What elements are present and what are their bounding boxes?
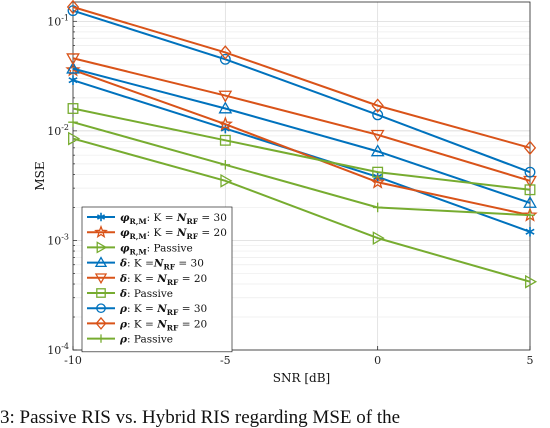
data-point-marker — [219, 45, 232, 60]
data-point-marker — [372, 202, 383, 213]
data-point-marker — [372, 231, 385, 245]
data-point-marker — [96, 334, 106, 343]
data-point-marker — [218, 101, 233, 114]
data-point-marker — [370, 144, 385, 157]
data-point-marker — [94, 256, 108, 268]
data-point-marker — [370, 129, 385, 142]
data-point-marker — [217, 116, 234, 131]
data-point-marker — [220, 160, 231, 170]
series-line — [72, 9, 531, 174]
legend-label: ρ: Passive — [119, 334, 173, 346]
legend-label: ρ: K = NRF = 30 — [119, 303, 207, 317]
data-point-marker — [219, 134, 231, 146]
data-point-marker — [525, 274, 538, 289]
y-tick-base: 10 — [47, 234, 61, 247]
legend-label: φR,M: K = NRF = 20 — [120, 227, 227, 241]
data-point-marker — [372, 166, 384, 178]
legend-label: φR,M: K = NRF = 30 — [120, 212, 227, 226]
data-point-marker — [524, 166, 536, 178]
y-tick-label: 10-1 — [47, 13, 69, 28]
y-tick-label: 10-2 — [47, 123, 69, 138]
data-point-marker — [219, 53, 231, 65]
legend-label: φR,M: Passive — [120, 242, 193, 256]
legend-box — [81, 206, 233, 353]
y-tick-exponent: -2 — [61, 123, 69, 132]
y-tick-label: 10-4 — [47, 342, 69, 357]
legend-label: δ: Passive — [119, 288, 173, 300]
mse-vs-snr-chart: -10 -5 0 510-410-310-210-1 SNR [dB] MSE φR,… — [33, 0, 538, 385]
y-tick-exponent: -3 — [61, 232, 69, 241]
data-point-marker — [372, 109, 384, 121]
series-line — [72, 67, 531, 204]
series-3 — [68, 131, 538, 289]
data-point-marker — [66, 53, 80, 66]
data-point-marker — [369, 174, 386, 189]
data-point-marker — [94, 224, 108, 239]
y-tick-label: 10-3 — [47, 232, 69, 247]
series-5 — [66, 53, 537, 188]
legend-entry: φR,M: K = NRF = 30 — [87, 212, 227, 226]
x-axis-label: SNR [dB] — [273, 371, 330, 385]
series-line — [72, 6, 531, 149]
series-line — [72, 137, 531, 283]
series-4 — [66, 61, 537, 208]
data-point-marker — [523, 140, 537, 156]
data-point-marker — [220, 173, 233, 188]
y-tick-base: 10 — [47, 344, 61, 357]
data-point-marker — [94, 273, 108, 285]
y-tick-base: 10 — [47, 15, 61, 28]
data-point-marker — [66, 0, 80, 15]
series-7 — [67, 5, 536, 178]
data-point-marker — [96, 288, 106, 298]
data-point-marker — [68, 131, 81, 146]
data-point-marker — [371, 98, 384, 113]
y-tick-exponent: -4 — [61, 342, 69, 351]
legend-label: δ: K = NRF = 20 — [119, 273, 207, 287]
data-point-marker — [524, 184, 536, 196]
x-tick-label: -5 — [220, 354, 231, 367]
legend-label: ρ: K = NRF = 20 — [119, 318, 207, 332]
legend-entry: δ: K =NRF = 30 — [87, 256, 204, 272]
data-point-marker — [96, 303, 106, 314]
data-point-marker — [95, 316, 107, 330]
data-point-marker — [525, 226, 535, 237]
data-point-marker — [68, 75, 78, 85]
series-6 — [67, 103, 536, 196]
series-line — [72, 107, 531, 191]
legend-entry: δ: K = NRF = 20 — [87, 273, 207, 287]
data-point-marker — [96, 241, 108, 254]
data-point-marker — [218, 90, 233, 103]
series-9 — [68, 117, 535, 220]
series-line — [72, 121, 531, 217]
legend-entry: ρ: Passive — [87, 334, 173, 346]
legend-label: δ: K =NRF = 30 — [119, 258, 204, 272]
axis-ticks: -10 -5 0 510-410-310-210-1 — [47, 13, 533, 367]
x-tick-label: -10 — [64, 354, 82, 367]
series-line — [72, 57, 531, 182]
x-tick-label: 0 — [374, 354, 381, 367]
series-layer — [65, 0, 538, 289]
legend-entry: δ: Passive — [87, 288, 173, 300]
data-point-marker — [67, 5, 79, 17]
y-tick-base: 10 — [47, 125, 61, 138]
data-point-marker — [523, 195, 537, 208]
data-point-marker — [525, 210, 535, 220]
series-8 — [66, 0, 537, 156]
legend-entry: φR,M: Passive — [87, 241, 193, 256]
data-point-marker — [66, 61, 80, 74]
y-axis-label: MSE — [33, 161, 47, 190]
figure-caption-fragment: 3: Passive RIS vs. Hybrid RIS regarding … — [0, 408, 401, 428]
data-point-marker — [68, 117, 78, 127]
series-line — [72, 68, 531, 217]
x-tick-label: 5 — [527, 354, 534, 367]
y-tick-exponent: -1 — [61, 13, 69, 22]
data-point-marker — [96, 212, 106, 222]
legend-entry: φR,M: K = NRF = 20 — [87, 224, 227, 241]
legend-entry: ρ: K = NRF = 20 — [87, 316, 207, 332]
legend-entry: ρ: K = NRF = 30 — [87, 303, 207, 317]
data-point-marker — [67, 103, 79, 114]
